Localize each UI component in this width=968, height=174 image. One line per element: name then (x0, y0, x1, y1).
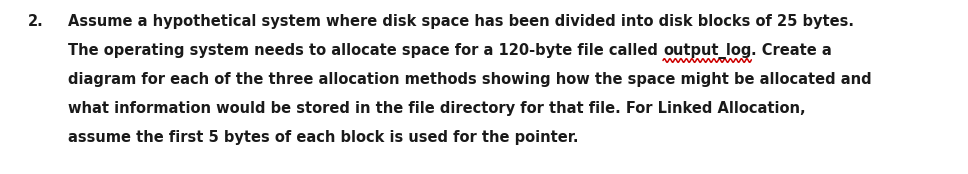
Text: The operating system needs to allocate space for a 120-byte file called: The operating system needs to allocate s… (68, 43, 663, 58)
Text: diagram for each of the three allocation methods showing how the space might be : diagram for each of the three allocation… (68, 72, 871, 87)
Text: Assume a hypothetical system where disk space has been divided into disk blocks : Assume a hypothetical system where disk … (68, 14, 854, 29)
Text: assume the first 5 bytes of each block is used for the pointer.: assume the first 5 bytes of each block i… (68, 130, 579, 145)
Text: . Create a: . Create a (751, 43, 832, 58)
Text: output_log: output_log (663, 43, 751, 59)
Text: what information would be stored in the file directory for that file. For Linked: what information would be stored in the … (68, 101, 805, 116)
Text: 2.: 2. (28, 14, 44, 29)
